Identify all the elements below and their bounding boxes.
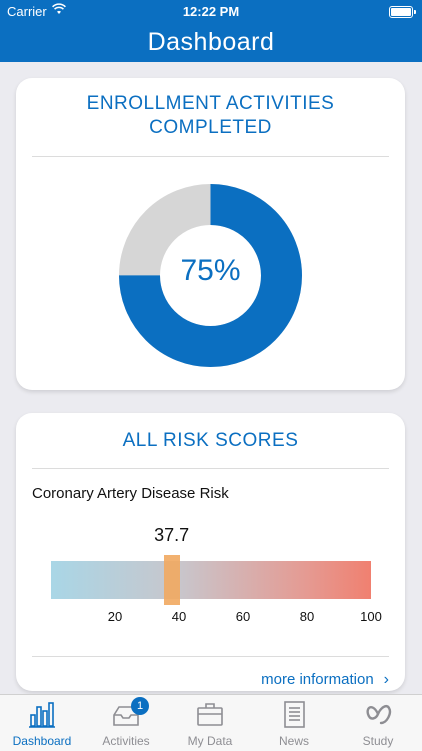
tab-label: Study xyxy=(362,734,394,748)
risk-score-value: 37.7 xyxy=(154,525,190,545)
status-time: 12:22 PM xyxy=(182,4,240,19)
risk-tick-label: 80 xyxy=(299,609,315,624)
risk-tick-label: 40 xyxy=(171,609,187,624)
risk-score-marker xyxy=(163,555,180,605)
chevron-right-icon: › xyxy=(383,671,389,688)
more-information-label: more information xyxy=(261,671,374,688)
tab-news[interactable]: News xyxy=(252,695,336,751)
tab-bar: Dashboard 1 Activities My Data xyxy=(0,694,422,751)
tab-my-data[interactable]: My Data xyxy=(168,695,252,751)
risk-tick-label: 100 xyxy=(360,609,382,624)
risk-name: Coronary Artery Disease Risk xyxy=(32,485,229,502)
activities-badge: 1 xyxy=(131,697,149,715)
navigation-bar: Dashboard xyxy=(0,22,422,62)
enrollment-card-title: ENROLLMENT ACTIVITIES COMPLETED xyxy=(36,92,385,140)
more-information-link[interactable]: more information › xyxy=(261,671,389,689)
enrollment-donut-chart: 75% xyxy=(119,184,302,367)
status-bar: Carrier 12:22 PM xyxy=(0,0,422,22)
risk-scores-card: ALL RISK SCORES Coronary Artery Disease … xyxy=(16,413,405,691)
tab-label: Dashboard xyxy=(12,734,72,748)
divider xyxy=(32,656,389,657)
donut-completed-arc xyxy=(119,184,302,367)
inbox-icon xyxy=(111,699,141,729)
briefcase-icon xyxy=(195,699,225,729)
newspaper-icon xyxy=(279,699,309,729)
tab-label: My Data xyxy=(187,734,233,748)
enrollment-title-line1: ENROLLMENT ACTIVITIES xyxy=(86,93,335,114)
tab-activities[interactable]: 1 Activities xyxy=(84,695,168,751)
tab-study[interactable]: Study xyxy=(336,695,420,751)
study-logo-icon xyxy=(363,699,393,729)
completion-percent: 75% xyxy=(180,254,241,287)
tab-dashboard[interactable]: Dashboard xyxy=(0,695,84,751)
divider xyxy=(32,156,389,157)
wifi-icon xyxy=(52,3,66,18)
page-title: Dashboard xyxy=(147,28,275,56)
risk-tick-label: 60 xyxy=(235,609,251,624)
carrier-label: Carrier xyxy=(7,4,47,19)
tab-label: News xyxy=(278,734,309,748)
risk-card-title: ALL RISK SCORES xyxy=(122,430,299,451)
tab-label: Activities xyxy=(102,734,150,748)
enrollment-title-line2: COMPLETED xyxy=(149,117,272,138)
divider xyxy=(32,468,389,469)
risk-tick-label: 20 xyxy=(107,609,123,624)
bar-chart-icon xyxy=(27,699,57,729)
enrollment-card: ENROLLMENT ACTIVITIES COMPLETED 75% xyxy=(16,78,405,390)
risk-gradient-bar xyxy=(51,561,371,599)
battery-icon xyxy=(389,6,416,18)
